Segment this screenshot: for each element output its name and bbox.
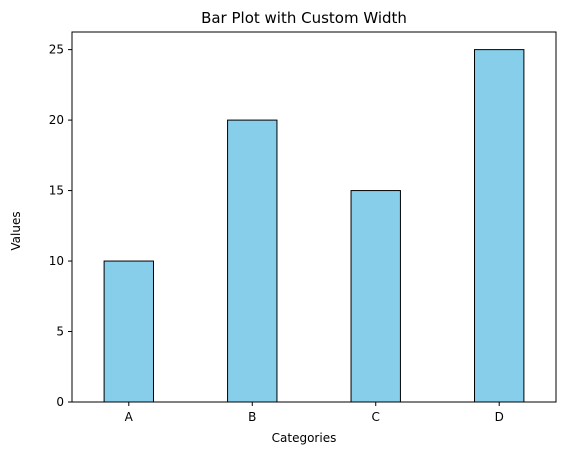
y-tick-label-15: 15 [49,184,64,198]
x-tick-label-B: B [248,410,256,424]
x-tick-label-C: C [372,410,380,424]
y-tick-label-25: 25 [49,43,64,57]
y-tick-label-0: 0 [56,395,64,409]
x-axis-label: Categories [272,431,337,445]
bar-B [227,119,278,403]
bar-C [350,190,401,403]
y-tick-label-5: 5 [56,325,64,339]
y-tick-label-20: 20 [49,113,64,127]
bar-A [103,260,154,403]
y-axis-label: Values [9,211,23,250]
x-tick-label-A: A [125,410,134,424]
chart-title: Bar Plot with Custom Width [201,9,407,27]
x-tick-label-D: D [495,410,504,424]
plot-area: 0 5 10 15 20 25 A B C D [49,31,557,424]
bar-D [474,49,525,403]
axes-frame [71,31,557,403]
y-tick-label-10: 10 [49,254,64,268]
